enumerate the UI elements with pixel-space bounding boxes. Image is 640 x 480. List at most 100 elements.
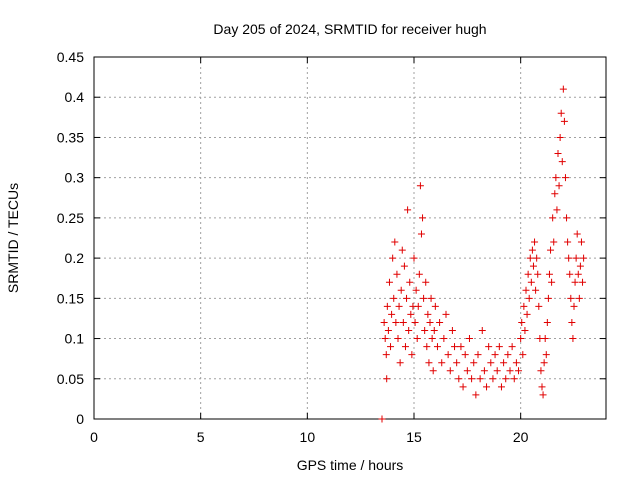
data-point: [550, 238, 558, 246]
data-point: [563, 214, 571, 222]
data-point: [480, 367, 488, 375]
data-point: [524, 270, 532, 278]
data-point: [446, 367, 454, 375]
data-point: [555, 182, 563, 190]
y-tick-label: 0.4: [65, 89, 85, 105]
data-point: [463, 367, 471, 375]
data-point: [438, 359, 446, 367]
data-point: [547, 246, 555, 254]
data-point: [414, 302, 422, 310]
data-point: [504, 351, 512, 359]
data-point: [427, 294, 435, 302]
data-point: [412, 286, 420, 294]
data-point: [575, 294, 583, 302]
data-point: [394, 335, 402, 343]
y-tick-label: 0: [76, 411, 84, 427]
data-point: [522, 286, 530, 294]
data-point: [561, 174, 569, 182]
data-point: [406, 278, 414, 286]
data-point: [388, 310, 396, 318]
data-point: [502, 375, 510, 383]
data-point: [557, 109, 565, 117]
data-point: [383, 375, 391, 383]
data-point: [391, 238, 399, 246]
data-point: [468, 375, 476, 383]
x-axis: 0 5 10 15 20: [90, 57, 529, 445]
data-point: [403, 294, 411, 302]
data-point: [533, 254, 541, 262]
data-point: [508, 343, 516, 351]
data-point: [573, 230, 581, 238]
data-point: [416, 182, 424, 190]
data-point: [408, 351, 416, 359]
data-point: [389, 254, 397, 262]
data-point: [444, 351, 452, 359]
data-point: [461, 351, 469, 359]
data-point: [411, 318, 419, 326]
data-point: [422, 278, 430, 286]
y-tick-label: 0.35: [57, 129, 84, 145]
data-point: [428, 335, 436, 343]
data-point: [417, 230, 425, 238]
data-point: [551, 190, 559, 198]
data-point: [538, 383, 546, 391]
data-point: [387, 343, 395, 351]
data-point: [459, 383, 467, 391]
data-point: [384, 327, 392, 335]
y-tick-label: 0.1: [65, 331, 85, 347]
data-point: [528, 246, 536, 254]
data-point: [553, 206, 561, 214]
data-point: [497, 383, 505, 391]
data-point: [393, 270, 401, 278]
data-point: [413, 335, 421, 343]
data-point: [568, 318, 576, 326]
data-point: [385, 278, 393, 286]
data-point: [579, 278, 587, 286]
data-point: [570, 302, 578, 310]
data-point: [401, 343, 409, 351]
x-tick-label: 10: [300, 429, 316, 445]
data-point: [395, 302, 403, 310]
y-axis: 0 0.05 0.1 0.15 0.2 0.25 0.3 0.35 0.4 0.45: [57, 49, 606, 427]
data-point: [519, 351, 527, 359]
data-point: [433, 343, 441, 351]
data-point: [569, 335, 577, 343]
data-point: [518, 318, 526, 326]
data-point: [531, 238, 539, 246]
data-point: [423, 343, 431, 351]
data-point: [535, 302, 543, 310]
data-point: [571, 278, 579, 286]
data-point: [495, 343, 503, 351]
data-point: [493, 367, 501, 375]
data-point: [404, 206, 412, 214]
data-point: [407, 310, 415, 318]
data-point: [534, 270, 542, 278]
data-point: [442, 310, 450, 318]
data-point: [554, 150, 562, 158]
data-point: [580, 254, 588, 262]
data-point: [478, 327, 486, 335]
data-point: [424, 310, 432, 318]
data-point: [566, 270, 574, 278]
data-point: [543, 318, 551, 326]
data-point: [421, 327, 429, 335]
data-point: [576, 262, 584, 270]
data-point: [521, 327, 529, 335]
data-point: [472, 391, 480, 399]
data-point: [510, 375, 518, 383]
data-point: [448, 327, 456, 335]
data-point: [392, 318, 400, 326]
data-point: [564, 238, 572, 246]
data-point: [476, 375, 484, 383]
data-point: [399, 318, 407, 326]
data-point: [549, 214, 557, 222]
data-point: [559, 85, 567, 93]
data-point: [405, 327, 413, 335]
x-tick-label: 0: [90, 429, 98, 445]
data-point: [520, 302, 528, 310]
x-tick-label: 5: [197, 429, 205, 445]
data-point: [491, 351, 499, 359]
data-point: [429, 367, 437, 375]
data-points: [378, 85, 588, 423]
data-point: [542, 351, 550, 359]
